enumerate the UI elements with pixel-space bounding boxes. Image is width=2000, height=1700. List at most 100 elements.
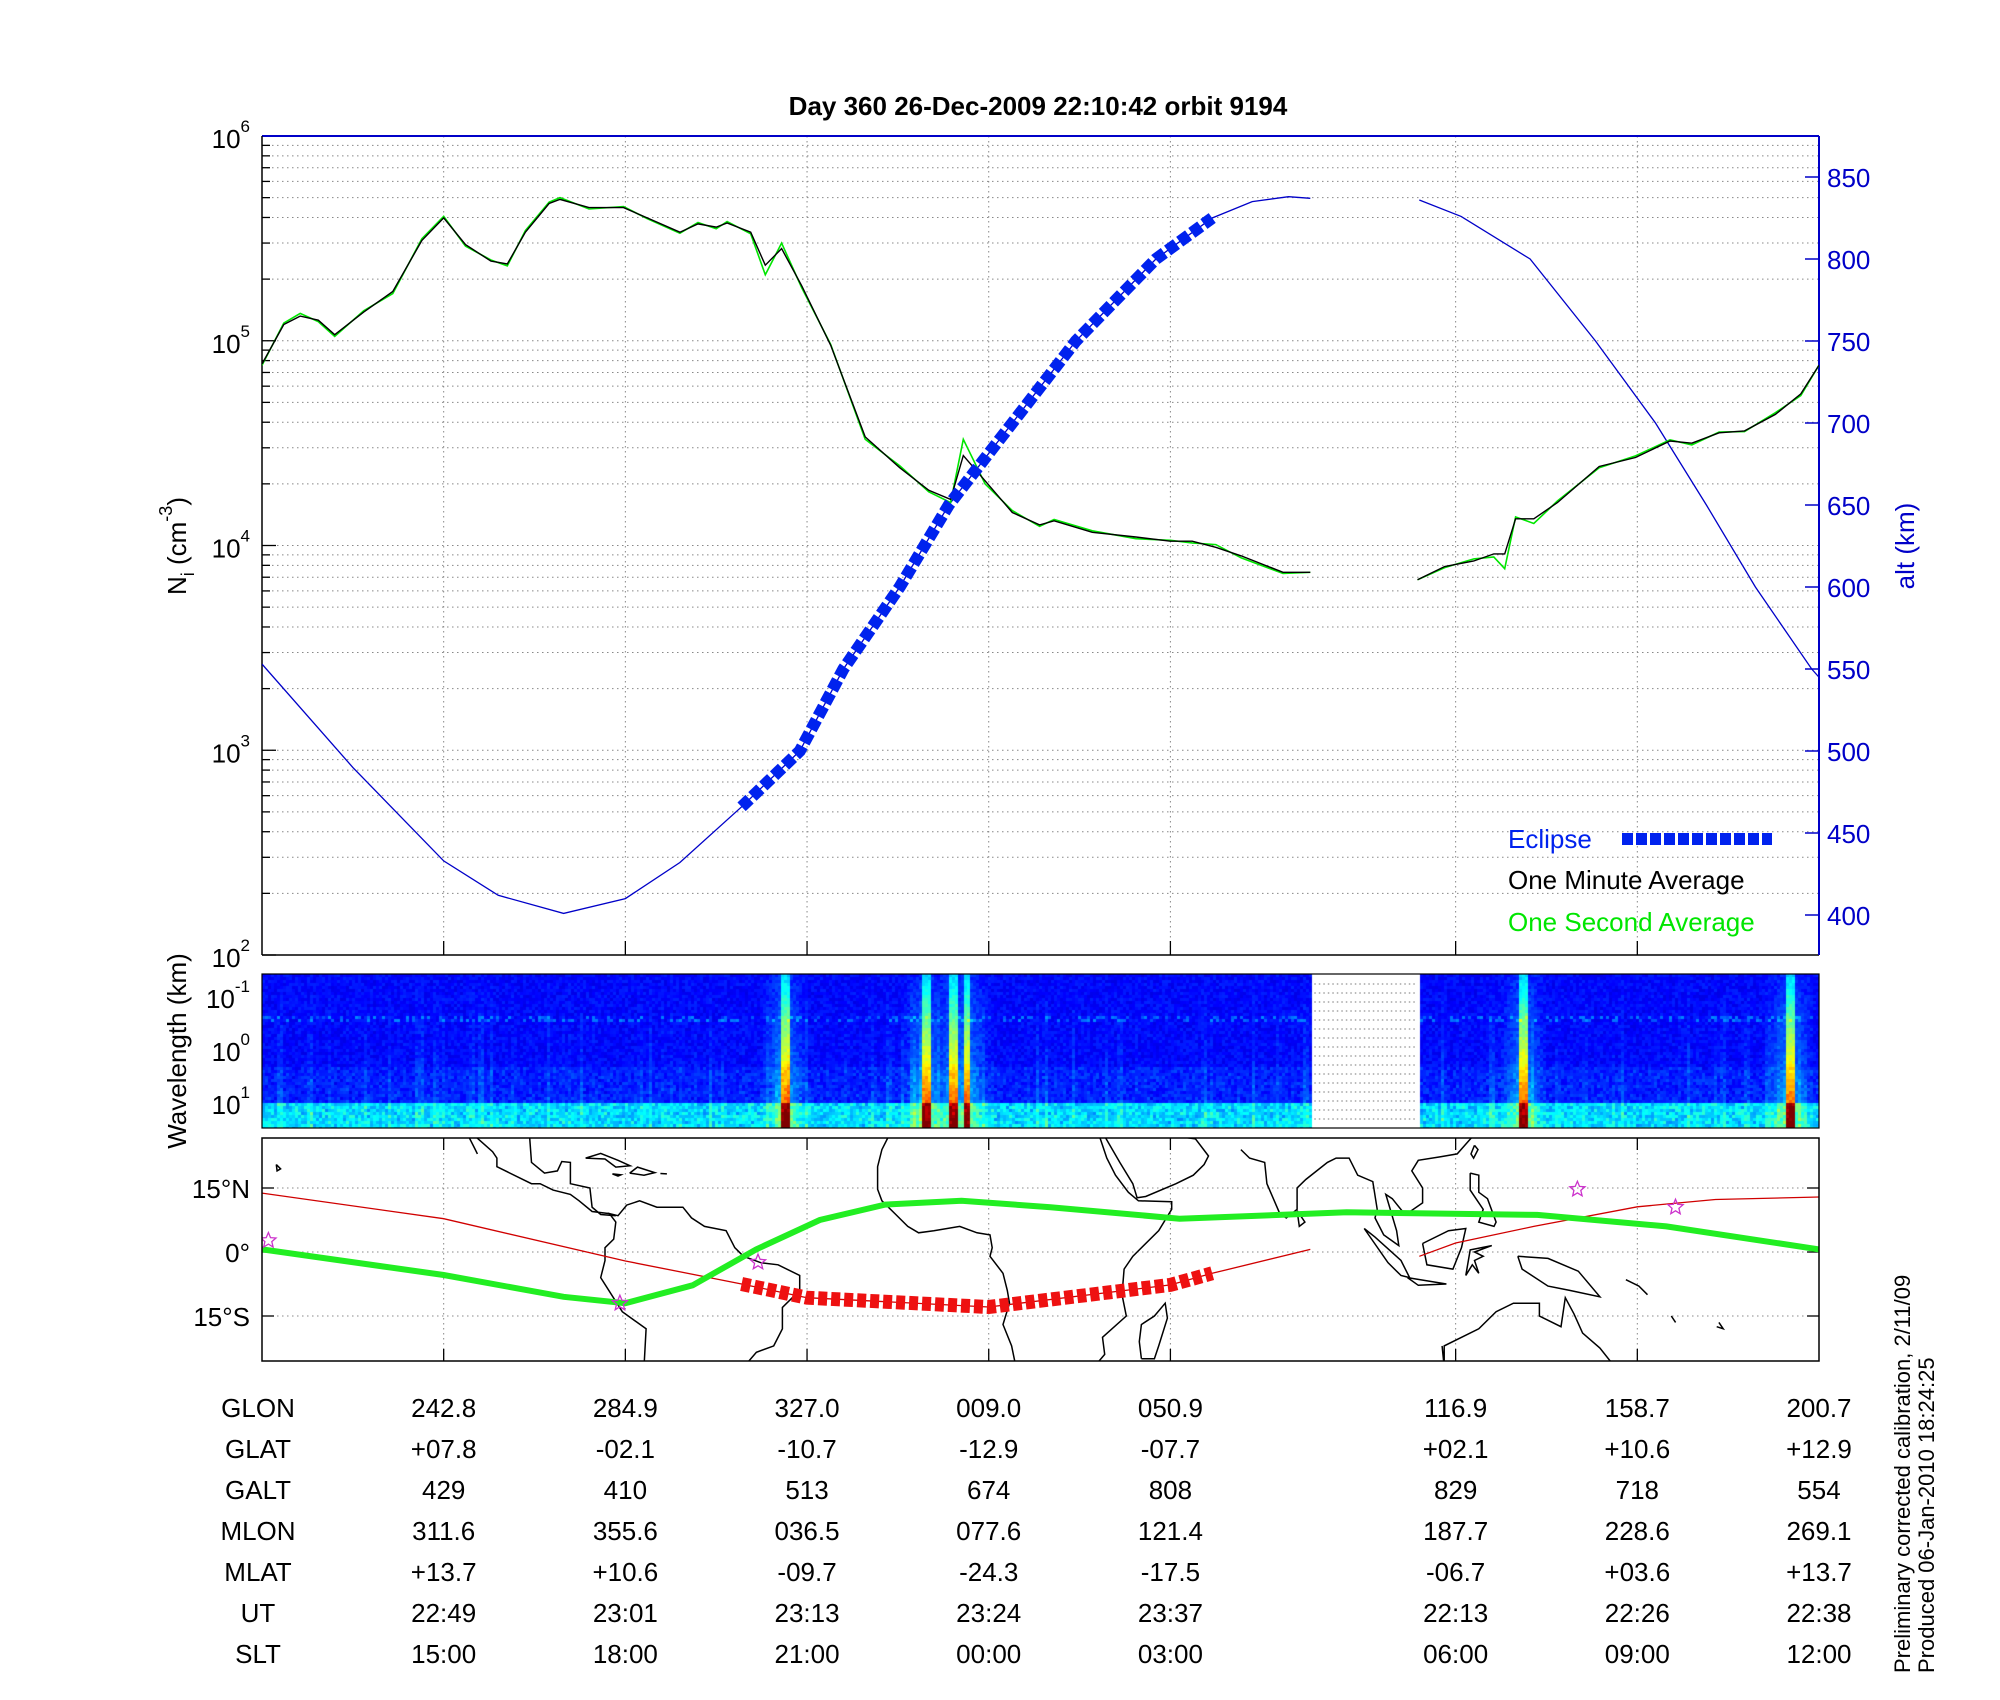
- y-label-rest: (cm: [162, 522, 192, 573]
- coastline-borneo: [1421, 1227, 1467, 1270]
- coastline-jamaica: [612, 1173, 624, 1177]
- spectrogram-y-tick-label: 101: [212, 1083, 250, 1120]
- coastline-taiwan: [1470, 1144, 1479, 1160]
- y-tick-label: 102: [212, 936, 250, 973]
- table-cell: +12.9: [1786, 1434, 1852, 1464]
- table-cell: 410: [604, 1475, 647, 1505]
- table-cell: 121.4: [1138, 1516, 1203, 1546]
- y2-axis-label: alt (km): [1890, 503, 1920, 590]
- produced-note: Produced 06-Jan-2010 18:24:25: [1914, 1357, 1939, 1673]
- map-content: [262, 1138, 1819, 1361]
- coastline-africa-east: [1098, 1138, 1173, 1361]
- spectrogram-frame: [261, 973, 1820, 1129]
- table-cell: +13.7: [411, 1557, 477, 1587]
- tick-exponent: 4: [241, 527, 250, 546]
- table-cell: 158.7: [1605, 1393, 1670, 1423]
- tick-mantissa: 10: [206, 984, 235, 1014]
- y-axis-label: Ni (cm-3): [156, 497, 198, 595]
- coastline-java: [1407, 1276, 1447, 1287]
- tick-exponent: 5: [241, 322, 250, 341]
- coastline-vanuatu: [1670, 1315, 1677, 1323]
- table-cell: 077.6: [956, 1516, 1021, 1546]
- tick-mantissa: 10: [212, 329, 241, 359]
- eclipse-track-line: [740, 1266, 1215, 1315]
- tick-mantissa: 10: [212, 738, 241, 768]
- y2-tick-label: 500: [1827, 737, 1870, 767]
- map-panel: 15°N 0° 15°S: [192, 1137, 1820, 1362]
- y2-tick-label: 550: [1827, 655, 1870, 685]
- table-cell: 03:00: [1138, 1639, 1203, 1669]
- legend: Eclipse One Minute Average One Second Aver…: [1508, 824, 1772, 937]
- legend-one-minute-label: One Minute Average: [1508, 865, 1745, 895]
- table-cell: 808: [1149, 1475, 1192, 1505]
- table-cell: -17.5: [1141, 1557, 1200, 1587]
- table-cell: 284.9: [593, 1393, 658, 1423]
- coastline-australia: [1441, 1295, 1612, 1361]
- table-cell: +13.7: [1786, 1557, 1852, 1587]
- coastline-baja: [468, 1138, 479, 1155]
- star-marker: [748, 1252, 768, 1271]
- table-cell: 718: [1616, 1475, 1659, 1505]
- legend-one-second-label: One Second Average: [1508, 907, 1755, 937]
- coastline-fiji: [1716, 1321, 1726, 1331]
- table-cell: 429: [422, 1475, 465, 1505]
- table-cell: 22:38: [1786, 1598, 1851, 1628]
- y-tick-label: 103: [212, 731, 250, 768]
- y2-tick-label: 850: [1827, 163, 1870, 193]
- table-cell: 269.1: [1786, 1516, 1851, 1546]
- y-tick-label: 106: [212, 117, 250, 154]
- table-row-label: MLAT: [224, 1557, 292, 1587]
- star-marker: [1666, 1197, 1685, 1216]
- table-cell: 187.7: [1423, 1516, 1488, 1546]
- table-cell: 050.9: [1138, 1393, 1203, 1423]
- table-row-label: SLT: [235, 1639, 281, 1669]
- eclipse-line: [737, 213, 1216, 812]
- tick-mantissa: 10: [212, 124, 241, 154]
- tick-exponent: 1: [241, 1083, 250, 1102]
- table-cell: 23:24: [956, 1598, 1021, 1628]
- coastline-new-guinea: [1517, 1255, 1602, 1298]
- table-cell: 22:49: [411, 1598, 476, 1628]
- y-tick-label: 104: [212, 527, 250, 564]
- table-cell: +10.6: [592, 1557, 658, 1587]
- coastline-india: [1240, 1138, 1473, 1248]
- table-cell: 18:00: [593, 1639, 658, 1669]
- tick-mantissa: 10: [212, 943, 241, 973]
- density-panel: 1061051041031028508007507006506005505004…: [156, 117, 1920, 973]
- table-cell: 22:13: [1423, 1598, 1488, 1628]
- tick-exponent: 0: [241, 1030, 250, 1049]
- table-cell: -10.7: [777, 1434, 836, 1464]
- tick-mantissa: 10: [212, 1090, 241, 1120]
- map-frame: [261, 1137, 1820, 1362]
- coastline-south-america: [599, 1200, 801, 1361]
- tick-mantissa: 10: [212, 534, 241, 564]
- table-cell: 327.0: [775, 1393, 840, 1423]
- coastline-philippines: [1469, 1172, 1497, 1228]
- coastline-sumatra: [1363, 1227, 1411, 1279]
- spectrogram-y-axis-label: Wavelength (km): [162, 953, 192, 1149]
- table-cell: -02.1: [596, 1434, 655, 1464]
- altitude-line: [1419, 199, 1819, 678]
- table-row-label: UT: [241, 1598, 276, 1628]
- table-cell: 311.6: [412, 1516, 475, 1546]
- y2-tick-label: 600: [1827, 573, 1870, 603]
- orbit-table: GLON 242.8 284.9 327.0 009.0 050.9 116.9 158.7 2…: [220, 1393, 1851, 1669]
- table-row-label: GLON: [221, 1393, 295, 1423]
- table-cell: 036.5: [775, 1516, 840, 1546]
- map-lat-label: 15°S: [193, 1302, 250, 1332]
- y-label-base: N: [162, 576, 192, 595]
- y-label-close: ): [162, 497, 192, 506]
- table-row-label: GALT: [225, 1475, 291, 1505]
- table-cell: 242.8: [411, 1393, 476, 1423]
- tick-exponent: -1: [235, 977, 250, 996]
- series-group: [262, 196, 1819, 915]
- table-cell: 23:01: [593, 1598, 658, 1628]
- table-cell: -12.9: [959, 1434, 1018, 1464]
- calibration-note: Preliminary corrected calibration, 2/11/…: [1890, 1275, 1915, 1673]
- table-cell: 06:00: [1423, 1639, 1488, 1669]
- table-cell: 00:00: [956, 1639, 1021, 1669]
- table-cell: 21:00: [775, 1639, 840, 1669]
- y2-tick-label: 650: [1827, 491, 1870, 521]
- table-cell: 355.6: [593, 1516, 658, 1546]
